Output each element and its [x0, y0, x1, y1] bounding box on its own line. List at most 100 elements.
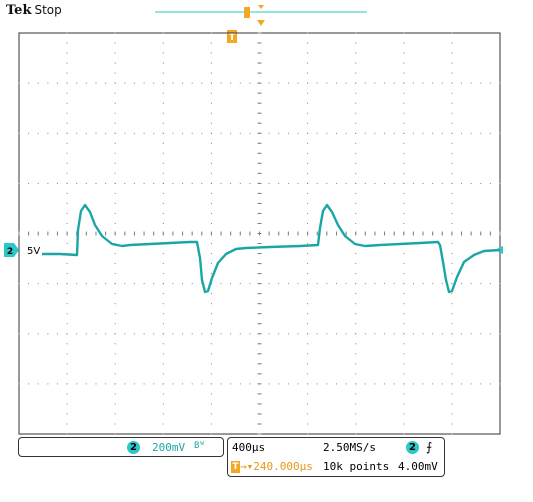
grid-dot	[384, 82, 386, 84]
grid-dot	[172, 383, 174, 385]
sample-rate: 2.50MS/s	[323, 441, 376, 454]
grid-dot	[307, 223, 309, 224]
grid-dot	[355, 102, 357, 104]
grid-dot	[114, 112, 116, 114]
grid-dot	[230, 182, 232, 184]
grid-dot	[191, 283, 193, 285]
grid-dot	[66, 403, 68, 405]
grid-dot	[143, 383, 145, 385]
record-length: 10k points	[323, 460, 390, 473]
grid-dot	[191, 182, 193, 184]
grid-dot	[85, 333, 87, 335]
grid-dot	[403, 353, 405, 355]
grid-dot	[37, 383, 39, 385]
grid-dot	[422, 182, 424, 184]
grid-dot	[210, 122, 212, 124]
grid-dot	[66, 112, 68, 114]
grid-dot	[18, 283, 20, 285]
grid-dot	[162, 413, 164, 415]
grid-dot	[470, 182, 472, 184]
grid-dot	[162, 32, 164, 34]
grid-dot	[66, 413, 68, 415]
grid-dot	[114, 92, 116, 94]
grid-dot	[105, 283, 107, 285]
channel-readout[interactable]: 2 200mV Bᵂ	[18, 437, 224, 457]
grid-dot	[307, 122, 309, 124]
grid-dot	[66, 162, 68, 164]
grid-dot	[403, 162, 405, 164]
grid-dot	[451, 212, 453, 214]
grid-dot	[297, 132, 299, 134]
grid-dot	[172, 182, 174, 184]
grid-dot	[355, 313, 357, 315]
grid-dot	[403, 92, 405, 94]
grid-dot	[105, 132, 107, 134]
grid-dot	[355, 132, 357, 134]
grid-dot	[133, 182, 135, 184]
record-window-marker[interactable]	[244, 7, 250, 18]
grid-dot	[18, 82, 20, 84]
grid-dot	[201, 82, 203, 84]
grid-dot	[307, 142, 309, 144]
grid-dot	[66, 192, 68, 194]
grid-dot	[441, 82, 443, 84]
grid-dot	[451, 403, 453, 405]
grid-dot	[403, 72, 405, 74]
grid-dot	[432, 333, 434, 335]
grid-dot	[66, 333, 68, 335]
grid-dot	[403, 303, 405, 305]
grid-dot	[57, 333, 58, 335]
grid-dot	[210, 132, 212, 134]
grid-dot	[162, 263, 164, 265]
trigger-marker[interactable]: T	[227, 30, 237, 43]
brand-tek: Tek	[6, 3, 32, 18]
grid-dot	[384, 333, 386, 335]
grid-dot	[66, 303, 68, 305]
grid-dot	[412, 82, 414, 84]
grid-dot	[355, 32, 357, 34]
grid-dot	[307, 253, 309, 255]
grid-dot	[66, 433, 68, 435]
grid-dot	[355, 192, 357, 194]
grid-dot	[114, 152, 116, 154]
trigger-slope-icon: ⨍	[426, 440, 433, 454]
grid-dot	[210, 192, 212, 194]
grid-dot	[278, 383, 280, 385]
grid-dot	[403, 132, 405, 134]
grid-dot	[307, 82, 309, 84]
grid-dot	[403, 383, 405, 385]
scope-brand: Tek Stop	[6, 3, 62, 18]
grid-dot	[489, 182, 491, 184]
grid-dot	[355, 212, 357, 214]
grid-dot	[403, 323, 405, 325]
grid-dot	[201, 132, 203, 134]
grid-dot	[336, 283, 337, 285]
grid-dot	[182, 383, 183, 385]
channel-ground-marker[interactable]: 2	[4, 243, 19, 257]
grid-dot	[480, 82, 482, 84]
grid-dot	[432, 383, 434, 385]
grid-dot	[422, 383, 424, 385]
grid-dot	[307, 112, 309, 114]
grid-dot	[287, 383, 289, 385]
grid-dot	[162, 42, 164, 44]
grid-dot	[470, 383, 472, 385]
grid-dot	[162, 152, 164, 154]
grid-dot	[326, 333, 328, 335]
grid-dot	[355, 72, 357, 74]
grid-dot	[403, 393, 405, 395]
grid-dot	[210, 152, 212, 154]
grid-dot	[307, 413, 309, 415]
grid-dot	[384, 283, 386, 285]
grid-dot	[355, 152, 357, 154]
grid-dot	[114, 283, 116, 285]
grid-dot	[336, 333, 337, 335]
timebase-readout[interactable]: 400µs 2.50MS/s 2 ⨍ T→▾240.000µs 10k poin…	[227, 437, 445, 477]
grid-dot	[451, 202, 453, 204]
grid-dot	[66, 152, 68, 154]
grid-dot	[278, 182, 280, 184]
grid-dot	[278, 132, 280, 134]
grid-dot	[47, 333, 49, 335]
grid-dot	[480, 333, 482, 335]
grid-dot	[451, 283, 453, 285]
